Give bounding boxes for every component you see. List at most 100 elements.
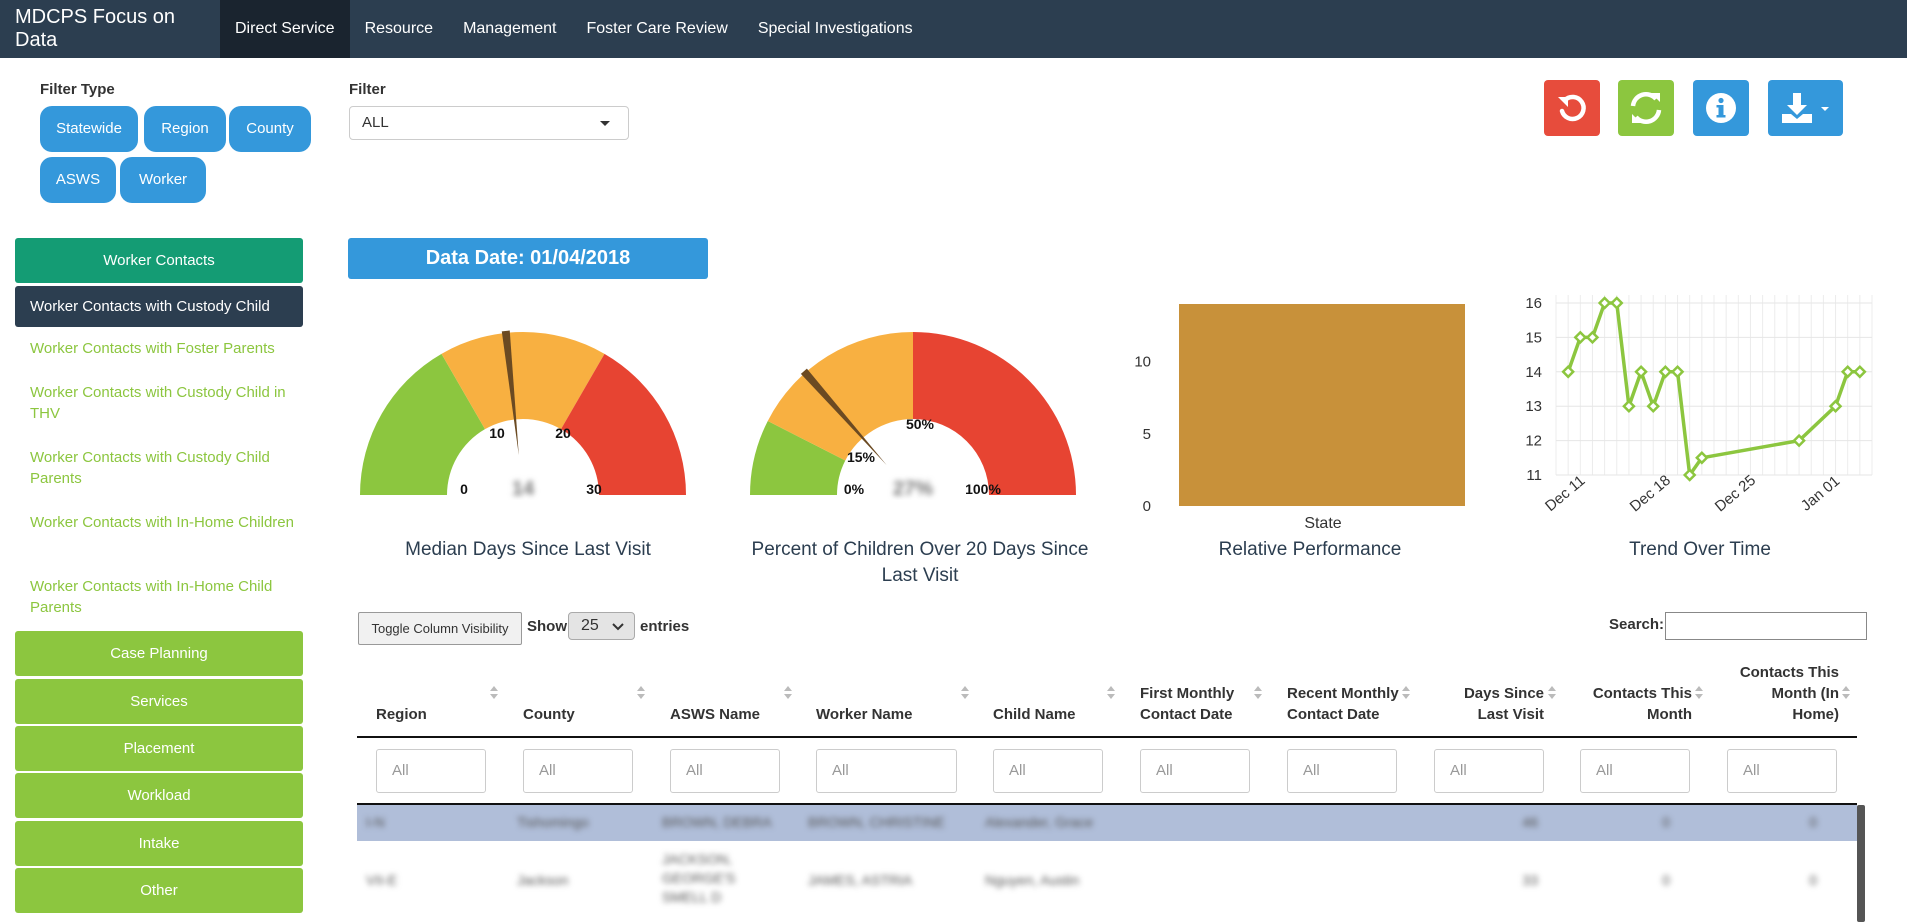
bar-y-tick: 10 xyxy=(1134,354,1151,371)
nav-management[interactable]: Management xyxy=(463,20,557,37)
bar-y-tick: 5 xyxy=(1143,426,1151,443)
col-region[interactable]: Region xyxy=(376,706,427,723)
filter-days-input[interactable]: All xyxy=(1434,749,1544,793)
search-input[interactable] xyxy=(1665,612,1867,640)
sort-icon[interactable] xyxy=(490,686,498,700)
table-scrollbar[interactable] xyxy=(1857,805,1865,922)
sidebar-intake[interactable]: Intake xyxy=(15,821,303,866)
line-y-tick: 14 xyxy=(1525,364,1542,381)
gauge2-title: Percent of Children Over 20 Days Since L… xyxy=(751,539,1089,586)
gauge-tick-label: 15% xyxy=(847,449,876,465)
sort-icon[interactable] xyxy=(1842,686,1850,700)
filter-region-input[interactable]: All xyxy=(376,749,486,793)
sidebar-worker-contacts[interactable]: Worker Contacts xyxy=(15,238,303,283)
col-asws-name[interactable]: ASWS Name xyxy=(670,706,761,723)
filter-worker-input[interactable]: All xyxy=(816,749,957,793)
trend-point xyxy=(1646,399,1660,413)
col-contacts-this-month[interactable]: Contacts This Month xyxy=(1592,685,1692,723)
percent-over-20-gauge: 0% 15% 50% 100% 27% xyxy=(750,332,1076,500)
entries-length-value: 25 xyxy=(581,617,599,634)
caret-down-icon xyxy=(600,121,610,126)
sidebar-case-planning[interactable]: Case Planning xyxy=(15,631,303,676)
sort-icon[interactable] xyxy=(1695,686,1703,700)
line-y-tick: 12 xyxy=(1525,433,1542,450)
gauge-value-label: 14 xyxy=(512,478,535,500)
table-header-divider xyxy=(357,736,1857,738)
sidebar-other[interactable]: Other xyxy=(15,868,303,913)
show-label: Show xyxy=(527,618,567,635)
filter-select[interactable]: ALL xyxy=(349,106,629,140)
col-worker-name[interactable]: Worker Name xyxy=(816,706,913,723)
sort-icon[interactable] xyxy=(1254,686,1262,700)
filter-asws-input[interactable]: All xyxy=(670,749,780,793)
reset-button[interactable] xyxy=(1544,80,1600,136)
gauge-band xyxy=(750,420,846,495)
entries-length-select[interactable]: 25 xyxy=(568,612,635,640)
sort-icon[interactable] xyxy=(1548,686,1556,700)
col-county[interactable]: County xyxy=(523,706,575,723)
col-first-monthly-contact[interactable]: First Monthly Contact Date xyxy=(1140,685,1235,723)
trend-point xyxy=(1695,451,1709,465)
sort-icon[interactable] xyxy=(1107,686,1115,700)
filter-county-input[interactable]: All xyxy=(523,749,633,793)
sidebar-item-custody-child[interactable]: Worker Contacts with Custody Child xyxy=(15,286,303,327)
sidebar-item-custody-child-thv[interactable]: Worker Contacts with Custody Child in TH… xyxy=(30,384,286,422)
filter-contacts-input[interactable]: All xyxy=(1580,749,1690,793)
trend-point xyxy=(1573,330,1588,345)
col-recent-monthly-contact[interactable]: Recent Monthly Contact Date xyxy=(1287,685,1399,723)
trend-point xyxy=(1828,399,1843,413)
line-title: Trend Over Time xyxy=(1629,539,1771,560)
sidebar-item-foster-parents[interactable]: Worker Contacts with Foster Parents xyxy=(30,340,275,357)
filter-region-button[interactable]: Region xyxy=(144,106,226,152)
nav-special-investigations[interactable]: Special Investigations xyxy=(757,20,913,37)
entries-label: entries xyxy=(640,618,690,635)
sidebar-item-custody-child-parents[interactable]: Worker Contacts with Custody Child Paren… xyxy=(30,449,270,487)
refresh-button[interactable] xyxy=(1618,80,1674,136)
cell-worker: BROWN, CHRISTINE xyxy=(808,814,945,830)
trend-line xyxy=(1566,301,1860,480)
chevron-down-icon xyxy=(612,623,624,631)
top-navbar: MDCPS Focus on Data Direct Service Resou… xyxy=(0,0,1907,58)
sidebar-item-in-home-child-parents[interactable]: Worker Contacts with In-Home Child Paren… xyxy=(30,578,273,616)
cell-days: 33 xyxy=(1522,872,1538,888)
nav-direct-service[interactable]: Direct Service xyxy=(220,0,350,58)
trend-over-time-chart: 11 12 13 14 15 16 Dec 11 Dec 18 Dec 25 Jan 01 xyxy=(1525,295,1873,515)
cell-child: Alexander, Grace xyxy=(985,814,1094,830)
sidebar-item-in-home-children[interactable]: Worker Contacts with In-Home Children xyxy=(30,514,294,531)
toggle-column-visibility-button[interactable]: Toggle Column Visibility xyxy=(358,612,522,645)
filter-first-contact-input[interactable]: All xyxy=(1140,749,1250,793)
gauge-tick-label: 10 xyxy=(489,425,505,441)
filter-statewide-button[interactable]: Statewide xyxy=(40,106,138,152)
col-days-since-last-visit[interactable]: Days Since Last Visit xyxy=(1463,685,1544,723)
cell-child: Nguyen, Austin xyxy=(985,872,1080,888)
download-button[interactable] xyxy=(1768,80,1843,136)
col-child-name[interactable]: Child Name xyxy=(993,706,1076,723)
cell-region: VII-E xyxy=(366,872,398,888)
brand-title[interactable]: MDCPS Focus on Data xyxy=(15,6,176,51)
table-row[interactable] xyxy=(357,803,1857,841)
sort-icon[interactable] xyxy=(961,686,969,700)
nav-foster-care-review[interactable]: Foster Care Review xyxy=(586,20,728,37)
filter-asws-button[interactable]: ASWS xyxy=(40,157,116,203)
filter-worker-button[interactable]: Worker xyxy=(120,157,206,203)
sidebar-services[interactable]: Services xyxy=(15,679,303,724)
filter-child-input[interactable]: All xyxy=(993,749,1103,793)
sort-icon[interactable] xyxy=(1402,686,1410,700)
filter-recent-contact-input[interactable]: All xyxy=(1287,749,1397,793)
info-button[interactable] xyxy=(1693,80,1749,136)
gauge-tick-label: 30 xyxy=(586,481,602,497)
sidebar-placement[interactable]: Placement xyxy=(15,726,303,771)
sort-icon[interactable] xyxy=(784,686,792,700)
filter-contacts-in-home-input[interactable]: All xyxy=(1727,749,1837,793)
cell-days: 46 xyxy=(1522,814,1538,830)
cell-region: I-N xyxy=(366,814,385,830)
filter-label: Filter xyxy=(349,81,386,98)
sidebar-workload[interactable]: Workload xyxy=(15,773,303,818)
cell-asws: BROWN, DEBRA xyxy=(662,814,772,830)
col-contacts-this-month-in-home[interactable]: Contacts This Month (In Home) xyxy=(1739,664,1839,723)
sort-icon[interactable] xyxy=(637,686,645,700)
nav-resource[interactable]: Resource xyxy=(364,20,434,37)
gauge-tick-label: 100% xyxy=(965,481,1001,497)
gauge-tick-label: 50% xyxy=(906,416,935,432)
filter-county-button[interactable]: County xyxy=(229,106,311,152)
